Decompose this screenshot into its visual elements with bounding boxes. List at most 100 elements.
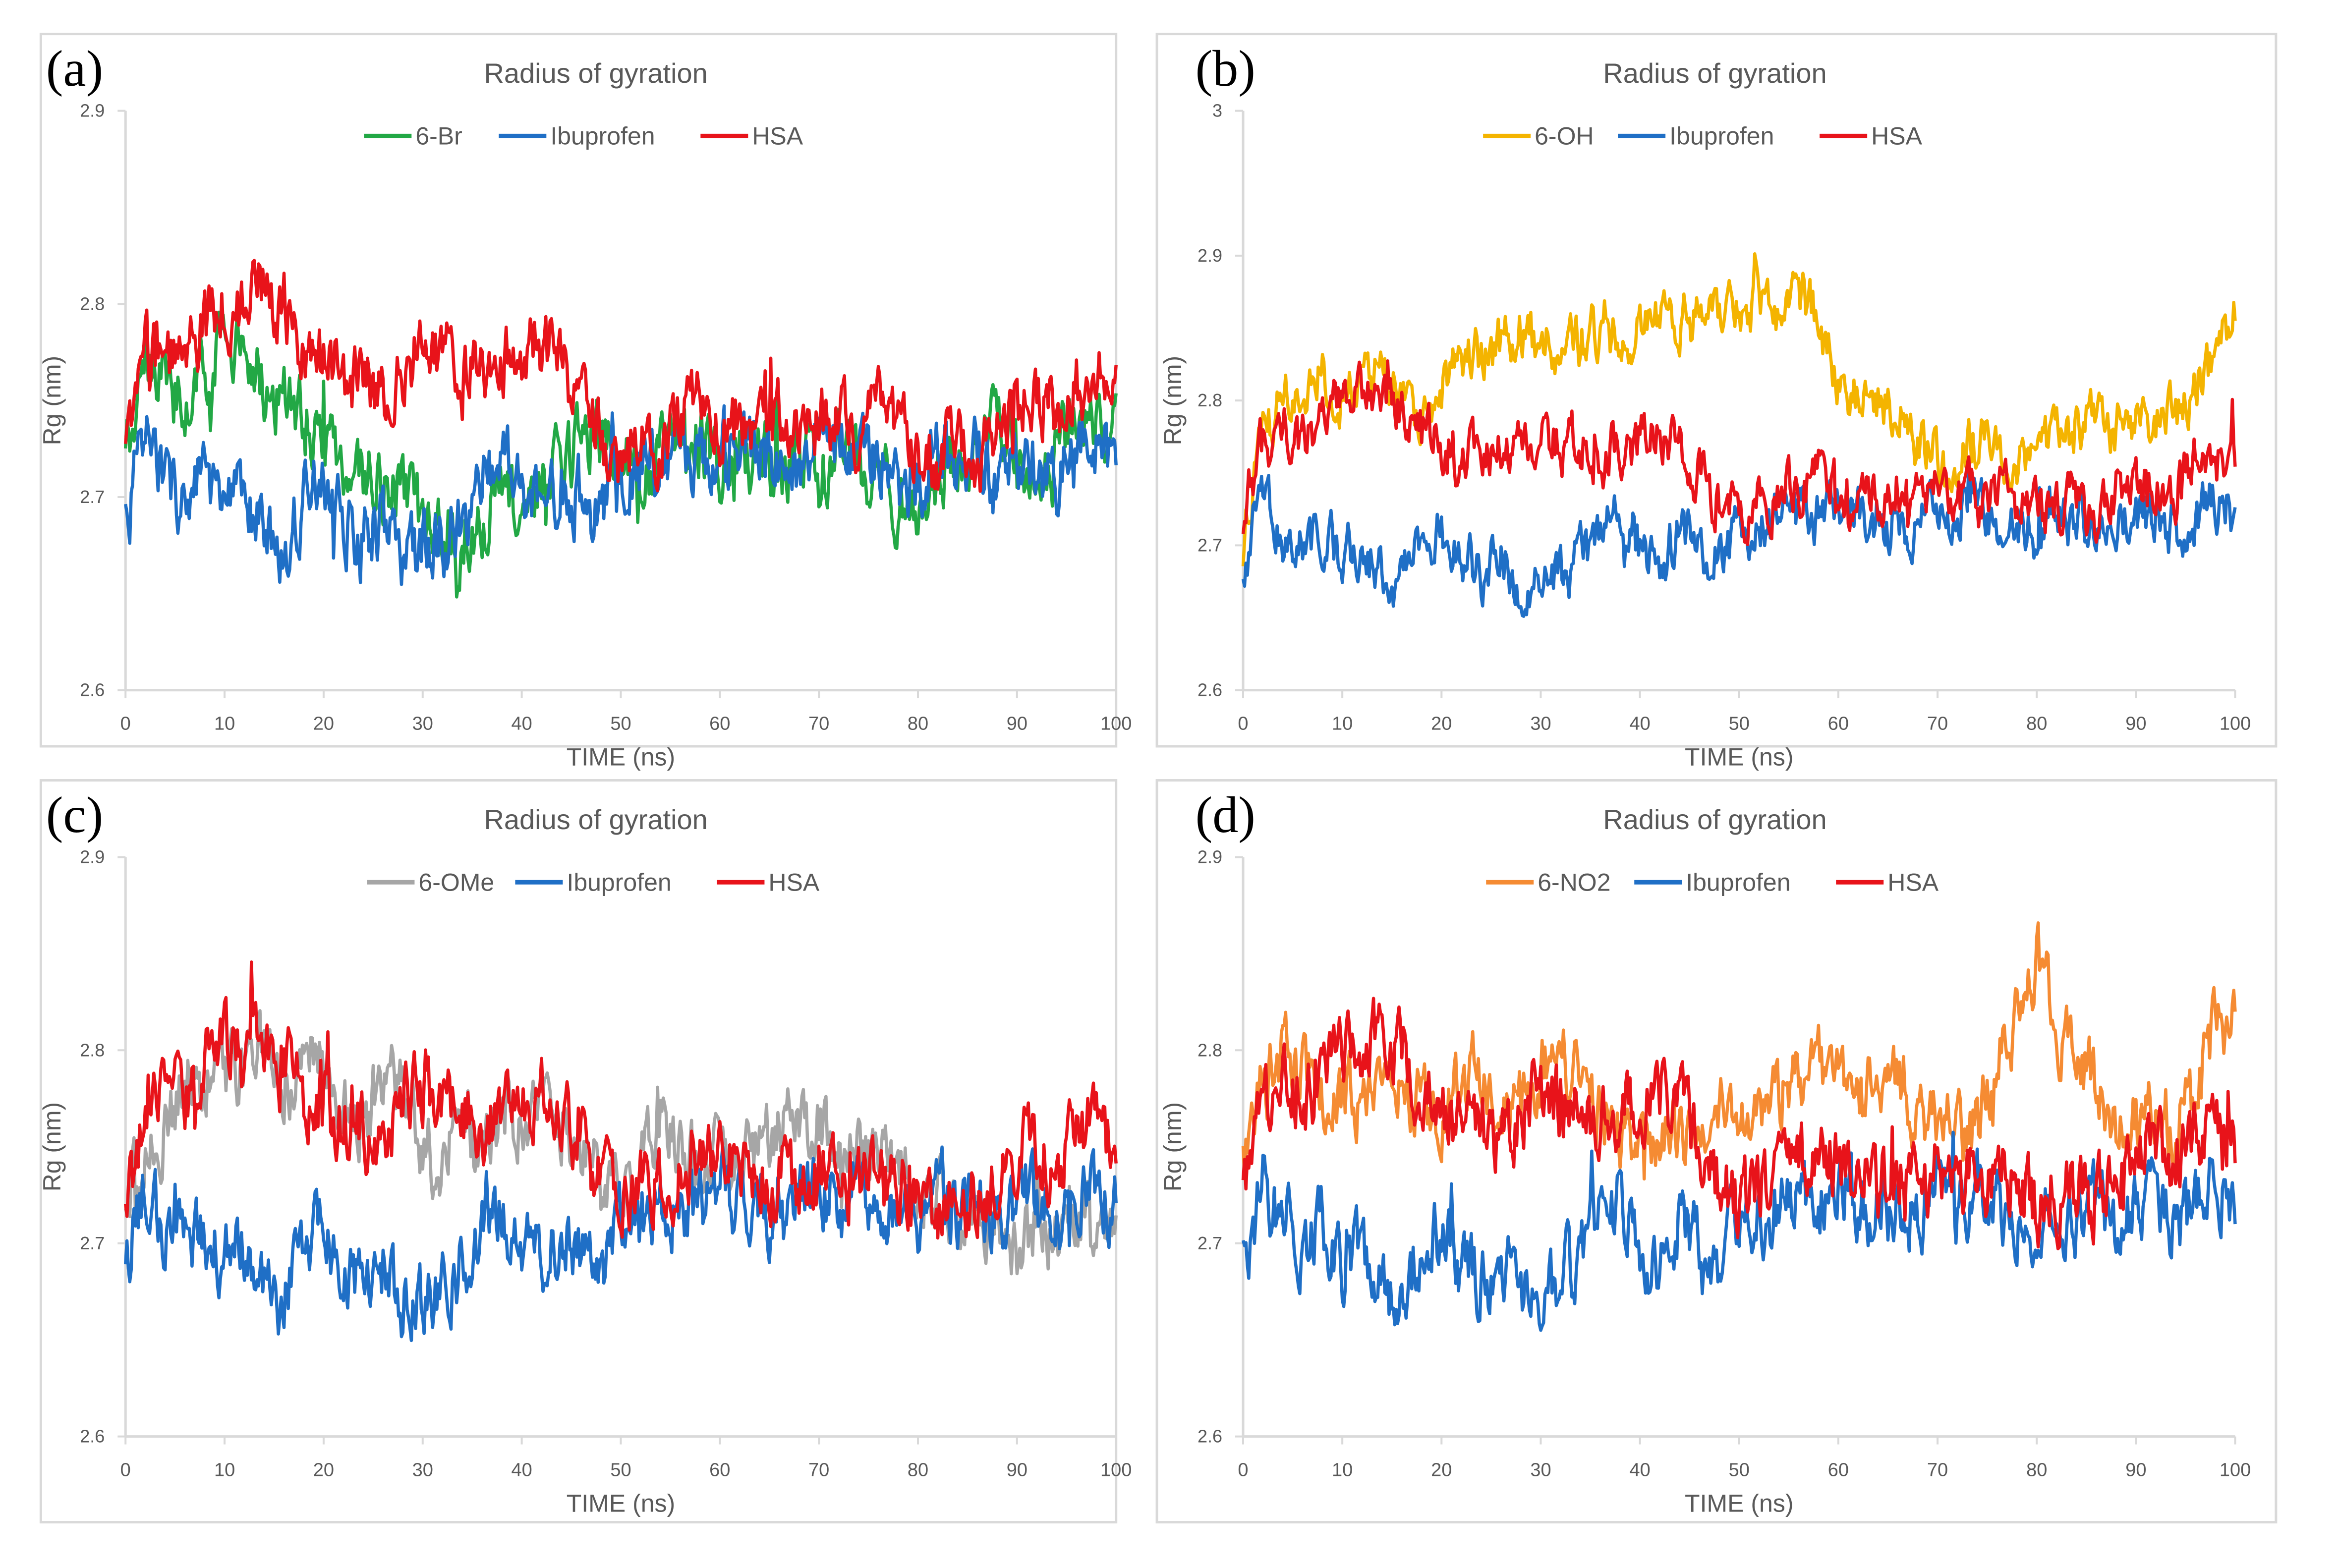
series-line-6-oh [1241, 252, 2237, 566]
x-tick-label: 60 [1828, 714, 1849, 734]
x-tick-label: 40 [1629, 1460, 1650, 1481]
panel-frame [1155, 33, 2278, 748]
x-axis-label: TIME (ns) [1685, 743, 1793, 771]
legend: 6-OMe Ibuprofen HSA [367, 868, 820, 896]
y-tick-label: 3 [1212, 101, 1222, 121]
panel-label: (d) [1196, 786, 1255, 843]
y-axis-label: Rg (nm) [38, 1102, 66, 1192]
y-tick-label: 2.7 [1198, 1233, 1222, 1253]
legend-label: Ibuprofen [567, 868, 671, 896]
y-tick-label: 2.9 [1198, 245, 1222, 266]
chart-title: Radius of gyration [484, 57, 707, 89]
x-tick-label: 30 [1530, 1460, 1551, 1481]
x-tick-label: 20 [313, 714, 334, 734]
series-line-hsa [123, 259, 1118, 493]
series-line-hsa [123, 960, 1118, 1240]
x-tick-label: 100 [1100, 1460, 1132, 1481]
legend-label: Ibuprofen [1669, 122, 1774, 150]
series-line-hsa [1241, 359, 2237, 547]
chart-panel-3: 2.6 2.7 2.8 2.9 0 10 20 30 40 50 60 70 80 90 100 6-OMe I… [38, 779, 1132, 1524]
chart-panel-4: 2.6 2.7 2.8 2.9 0 10 20 30 40 50 60 70 80 90 100 6-NO2 I… [1155, 779, 2278, 1524]
x-tick-label: 10 [214, 1460, 235, 1481]
x-tick-label: 20 [1431, 1460, 1452, 1481]
panel-label: (b) [1196, 40, 1255, 97]
chart-title: Radius of gyration [1603, 804, 1826, 835]
legend: 6-NO2 Ibuprofen HSA [1486, 868, 1939, 896]
y-tick-label: 2.7 [80, 487, 105, 507]
y-tick-label: 2.8 [1198, 1040, 1222, 1060]
y-tick-label: 2.9 [80, 847, 105, 867]
x-tick-label: 90 [2125, 1460, 2146, 1481]
x-tick-label: 80 [2026, 1460, 2047, 1481]
x-tick-label: 70 [1927, 714, 1948, 734]
x-axis-label: TIME (ns) [567, 743, 675, 771]
legend-label: Ibuprofen [550, 122, 655, 150]
legend-label: 6-NO2 [1538, 868, 1610, 896]
chart-panel-1: 2.6 2.7 2.8 2.9 0 10 20 30 40 50 60 70 80 90 100 6-Br Ib… [38, 33, 1132, 771]
x-tick-label: 0 [1238, 714, 1248, 734]
x-tick-label: 90 [2125, 714, 2146, 734]
x-tick-label: 50 [1729, 1460, 1750, 1481]
x-tick-label: 100 [2220, 714, 2251, 734]
y-tick-label: 2.6 [80, 680, 105, 700]
x-tick-label: 80 [2026, 714, 2047, 734]
x-tick-label: 50 [610, 1460, 631, 1481]
series-line-6-no2 [1241, 921, 2237, 1181]
chart-title: Radius of gyration [1603, 57, 1826, 89]
x-tick-label: 50 [1729, 714, 1750, 734]
y-axis-label: Rg (nm) [1159, 1102, 1187, 1192]
x-tick-label: 40 [1629, 714, 1650, 734]
panel-frame [1155, 779, 2278, 1524]
x-tick-label: 60 [1828, 1460, 1849, 1481]
x-tick-label: 10 [1332, 714, 1353, 734]
x-axis-label: TIME (ns) [1685, 1490, 1793, 1517]
panel-label: (c) [46, 786, 103, 843]
y-tick-label: 2.6 [80, 1426, 105, 1447]
x-tick-label: 30 [1530, 714, 1551, 734]
x-tick-label: 20 [313, 1460, 334, 1481]
y-tick-label: 2.8 [1198, 390, 1222, 410]
panel-label: (a) [46, 40, 103, 97]
y-tick-label: 2.8 [80, 293, 105, 314]
x-tick-label: 50 [610, 714, 631, 734]
legend-label: HSA [752, 122, 803, 150]
x-tick-label: 80 [908, 1460, 928, 1481]
y-tick-label: 2.7 [80, 1233, 105, 1253]
x-tick-label: 30 [412, 1460, 433, 1481]
y-tick-label: 2.9 [1198, 847, 1222, 867]
x-tick-label: 40 [511, 1460, 532, 1481]
x-tick-label: 80 [908, 714, 928, 734]
legend-label: Ibuprofen [1686, 868, 1790, 896]
y-axis-label: Rg (nm) [1159, 356, 1187, 446]
y-axis-label: Rg (nm) [38, 356, 66, 446]
x-tick-label: 70 [1927, 1460, 1948, 1481]
x-tick-label: 100 [1100, 714, 1132, 734]
y-tick-label: 2.9 [80, 101, 105, 121]
x-tick-label: 0 [120, 714, 131, 734]
legend-label: HSA [768, 868, 819, 896]
x-tick-label: 20 [1431, 714, 1452, 734]
y-tick-label: 2.8 [80, 1040, 105, 1060]
x-tick-label: 10 [214, 714, 235, 734]
x-axis-label: TIME (ns) [567, 1490, 675, 1517]
legend-label: HSA [1887, 868, 1939, 896]
legend: 6-OH Ibuprofen HSA [1483, 122, 1923, 150]
x-tick-label: 90 [1007, 1460, 1027, 1481]
legend-label: 6-OH [1535, 122, 1594, 150]
y-tick-label: 2.7 [1198, 535, 1222, 555]
x-tick-label: 30 [412, 714, 433, 734]
x-tick-label: 0 [120, 1460, 131, 1481]
legend-label: 6-Br [415, 122, 462, 150]
panel-frame [39, 33, 1118, 748]
x-tick-label: 90 [1007, 714, 1027, 734]
legend-label: HSA [1871, 122, 1922, 150]
x-tick-label: 0 [1238, 1460, 1248, 1481]
legend: 6-Br Ibuprofen HSA [364, 122, 803, 150]
chart-title: Radius of gyration [484, 804, 707, 835]
x-tick-label: 70 [808, 714, 829, 734]
x-tick-label: 70 [808, 1460, 829, 1481]
y-tick-label: 2.6 [1198, 680, 1222, 700]
legend-label: 6-OMe [418, 868, 494, 896]
